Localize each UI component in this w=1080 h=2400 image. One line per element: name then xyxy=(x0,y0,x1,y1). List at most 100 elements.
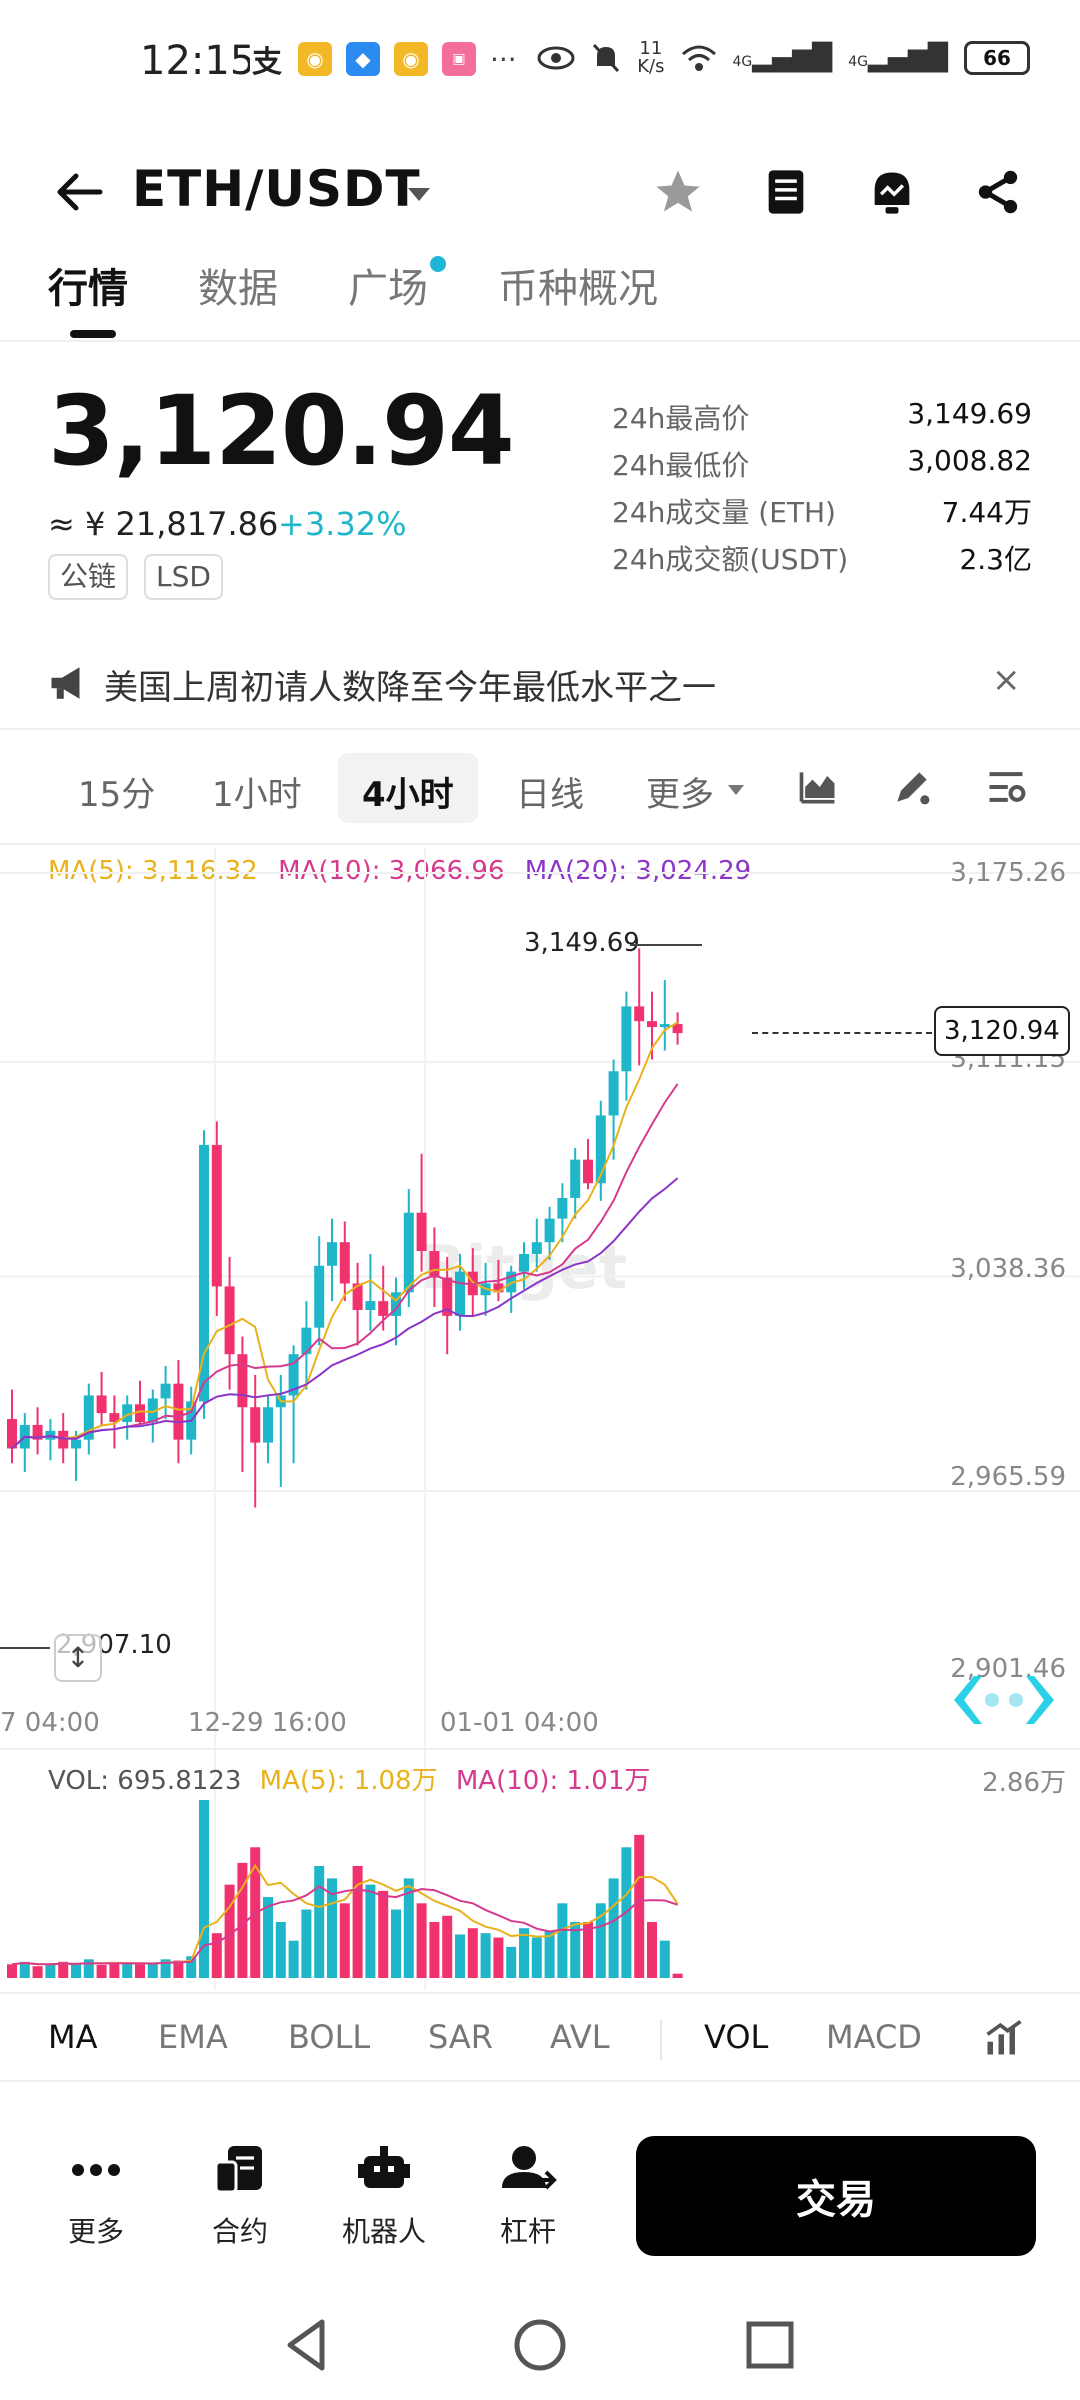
signal-icon-2: 4G▂▄▆█ xyxy=(848,43,948,73)
stat-turnover: 24h成交额(USDT) 2.3亿 xyxy=(612,543,1032,576)
news-text[interactable]: 美国上周初请人数降至今年最低水平之一 xyxy=(104,668,716,708)
ma20-label: MA(20): 3,024.29 xyxy=(524,856,752,886)
volume-bar xyxy=(19,1961,30,1978)
volume-bar xyxy=(263,1897,273,1978)
chart-type-icon[interactable] xyxy=(796,765,840,809)
chevron-down-icon[interactable] xyxy=(728,785,744,795)
volume-bar xyxy=(506,1946,517,1978)
volume-bar xyxy=(544,1930,555,1978)
volume-bar xyxy=(173,1960,184,1978)
contract-button[interactable]: 合约 xyxy=(180,2140,300,2250)
indicator-ema[interactable]: EMA xyxy=(158,2018,228,2056)
pair-title[interactable]: ETH/USDT xyxy=(132,160,421,218)
candle-body xyxy=(634,1006,645,1022)
volume-bar xyxy=(595,1903,606,1978)
indicator-avl[interactable]: AVL xyxy=(550,2018,610,2056)
volume-bar xyxy=(199,1800,209,1978)
wifi-icon xyxy=(681,45,716,71)
trade-button[interactable]: 交易 xyxy=(636,2136,1036,2256)
draw-tool-icon[interactable] xyxy=(890,765,934,809)
volume-bar xyxy=(32,1966,43,1978)
status-right: 11 K/s 4G▂▄▆█ 4G▂▄▆█ 66 xyxy=(537,40,1030,76)
indicator-vol[interactable]: VOL xyxy=(704,2018,769,2056)
volume-bar xyxy=(467,1928,478,1978)
indicator-macd[interactable]: MACD xyxy=(826,2018,922,2056)
timeframe-1h[interactable]: 1小时 xyxy=(212,775,302,815)
price-change: +3.32% xyxy=(278,505,407,543)
candle-body xyxy=(531,1242,542,1254)
more-notifications-icon: ··· xyxy=(490,42,517,76)
volume-bar xyxy=(224,1884,235,1978)
volume-bar xyxy=(647,1921,657,1978)
candle-body xyxy=(352,1283,363,1310)
volume-bar xyxy=(160,1959,171,1978)
bottom-actions: 更多 合约 机器人 杠杆 交易 xyxy=(0,2096,1080,2276)
tab-coin-overview[interactable]: 币种概况 xyxy=(498,266,658,312)
timeframe-4h[interactable]: 4小时 xyxy=(362,775,454,815)
volume-bar xyxy=(7,1964,17,1978)
candle-body xyxy=(314,1265,325,1328)
tag-lsd[interactable]: LSD xyxy=(144,554,223,600)
volume-bar xyxy=(301,1909,312,1978)
candle-body xyxy=(378,1301,389,1316)
app-icon: ▣ xyxy=(442,42,476,76)
indicator-separator xyxy=(660,2020,662,2060)
last-price-tag[interactable]: 3,120.94 xyxy=(934,1006,1070,1056)
tab-square[interactable]: 广场 xyxy=(348,266,428,312)
indicator-settings-icon[interactable] xyxy=(982,2016,1026,2060)
news-ticker[interactable]: 美国上周初请人数降至今年最低水平之一 × xyxy=(0,640,1080,730)
volume-bar xyxy=(608,1878,619,1978)
volume-bar xyxy=(570,1921,581,1978)
chart-settings-icon[interactable] xyxy=(984,765,1028,809)
volume-bar xyxy=(583,1921,593,1978)
expand-vertical-icon[interactable]: ↕ xyxy=(54,1634,102,1682)
back-arrow-icon[interactable] xyxy=(50,162,110,222)
candlestick-svg[interactable]: Bitget xyxy=(0,848,1080,1990)
notification-icons: 支 ◉ ◆ ◉ ▣ ··· xyxy=(250,42,517,80)
more-button[interactable]: 更多 xyxy=(36,2140,156,2250)
candle-body xyxy=(570,1159,581,1198)
margin-button[interactable]: 杠杆 xyxy=(468,2140,588,2250)
pair-dropdown-icon[interactable] xyxy=(408,188,430,201)
timeframe-more[interactable]: 更多 xyxy=(646,775,714,815)
volume-bar xyxy=(480,1933,491,1978)
favorite-star-icon[interactable] xyxy=(648,162,708,222)
price-chart[interactable]: MA(5): 3,116.32 MA(10): 3,066.96 MA(20):… xyxy=(0,848,1080,1990)
scroll-to-latest-icon[interactable] xyxy=(946,1670,1062,1730)
high-price-leader xyxy=(630,944,702,946)
share-icon[interactable] xyxy=(968,162,1028,222)
volume-bar xyxy=(416,1903,427,1978)
ma20-line xyxy=(11,1177,679,1450)
volume-bar xyxy=(109,1963,120,1978)
net-speed: 11 K/s xyxy=(637,38,665,77)
header: ETH/USDT xyxy=(0,130,1080,270)
indicator-ma[interactable]: MA xyxy=(48,2018,98,2056)
candle-body xyxy=(365,1301,376,1310)
candle-body xyxy=(301,1327,312,1355)
timeframe-15m[interactable]: 15分 xyxy=(78,775,156,815)
timeframe-1d[interactable]: 日线 xyxy=(516,775,584,815)
x-axis-label: 12-29 16:00 xyxy=(188,1708,347,1738)
shield-icon: ◆ xyxy=(346,42,380,76)
candle-body xyxy=(122,1404,133,1422)
x-axis-label: 01-01 04:00 xyxy=(440,1708,599,1738)
indicator-sar[interactable]: SAR xyxy=(428,2018,494,2056)
orderbook-icon[interactable] xyxy=(756,162,816,222)
volume-bar xyxy=(147,1962,158,1978)
candle-body xyxy=(416,1212,427,1252)
tab-market[interactable]: 行情 xyxy=(48,266,128,312)
indicator-boll[interactable]: BOLL xyxy=(288,2018,371,2056)
back-triangle-icon[interactable] xyxy=(272,2310,342,2380)
tab-data[interactable]: 数据 xyxy=(198,266,278,312)
timeframe-active-bg xyxy=(338,753,478,823)
recents-square-icon[interactable] xyxy=(735,2310,805,2380)
home-circle-icon[interactable] xyxy=(505,2310,575,2380)
alert-bell-icon[interactable] xyxy=(862,162,922,222)
tag-public-chain[interactable]: 公链 xyxy=(48,554,129,600)
bot-button[interactable]: 机器人 xyxy=(324,2140,444,2250)
low-price-leader xyxy=(0,1647,50,1649)
candle-body xyxy=(32,1424,43,1440)
close-icon[interactable]: × xyxy=(992,660,1021,700)
candle-body xyxy=(288,1354,299,1396)
volume-bar xyxy=(135,1964,145,1978)
